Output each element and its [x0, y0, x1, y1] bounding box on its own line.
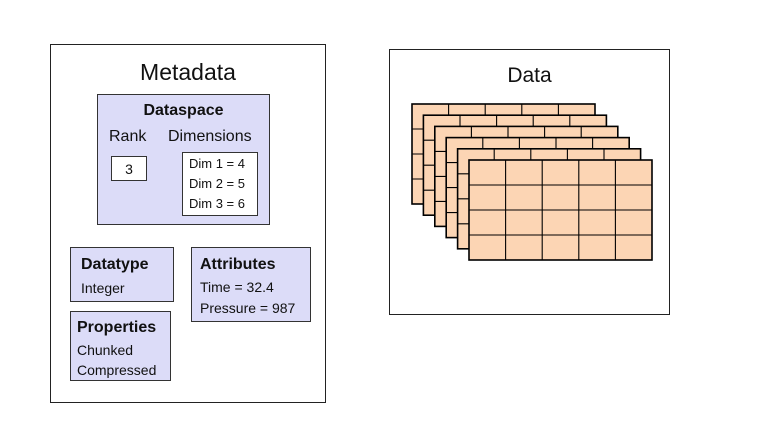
rank-value: 3 [125, 161, 133, 177]
attributes-title: Attributes [200, 256, 276, 273]
metadata-panel: Metadata Dataspace Rank Dimensions 3 Dim… [50, 44, 326, 403]
dimensions-box: Dim 1 = 4 Dim 2 = 5 Dim 3 = 6 [182, 152, 258, 216]
datatype-title: Datatype [81, 256, 149, 273]
data-panel: Data [389, 49, 670, 315]
dataspace-box: Dataspace Rank Dimensions 3 Dim 1 = 4 Di… [97, 94, 270, 225]
property-chunked: Chunked [77, 342, 134, 358]
attribute-time: Time = 32.4 [200, 279, 274, 295]
datatype-value: Integer [81, 280, 125, 296]
attribute-pressure: Pressure = 987 [200, 300, 296, 316]
data-stack-diagram [411, 103, 653, 261]
dim-2: Dim 2 = 5 [189, 176, 245, 191]
rank-label: Rank [109, 128, 147, 145]
property-compressed: Compressed [77, 362, 157, 378]
dimensions-label: Dimensions [168, 128, 252, 145]
dataspace-title: Dataspace [143, 102, 224, 119]
properties-title: Properties [77, 319, 157, 336]
attributes-box: Attributes Time = 32.4 Pressure = 987 [191, 247, 311, 322]
data-layer [468, 159, 653, 261]
rank-value-box: 3 [111, 156, 147, 181]
metadata-title: Metadata [140, 59, 236, 85]
datatype-box: Datatype Integer [70, 247, 174, 302]
dim-3: Dim 3 = 6 [189, 196, 245, 211]
properties-box: Properties Chunked Compressed [70, 311, 171, 381]
dim-1: Dim 1 = 4 [189, 156, 245, 171]
data-title: Data [507, 64, 552, 87]
